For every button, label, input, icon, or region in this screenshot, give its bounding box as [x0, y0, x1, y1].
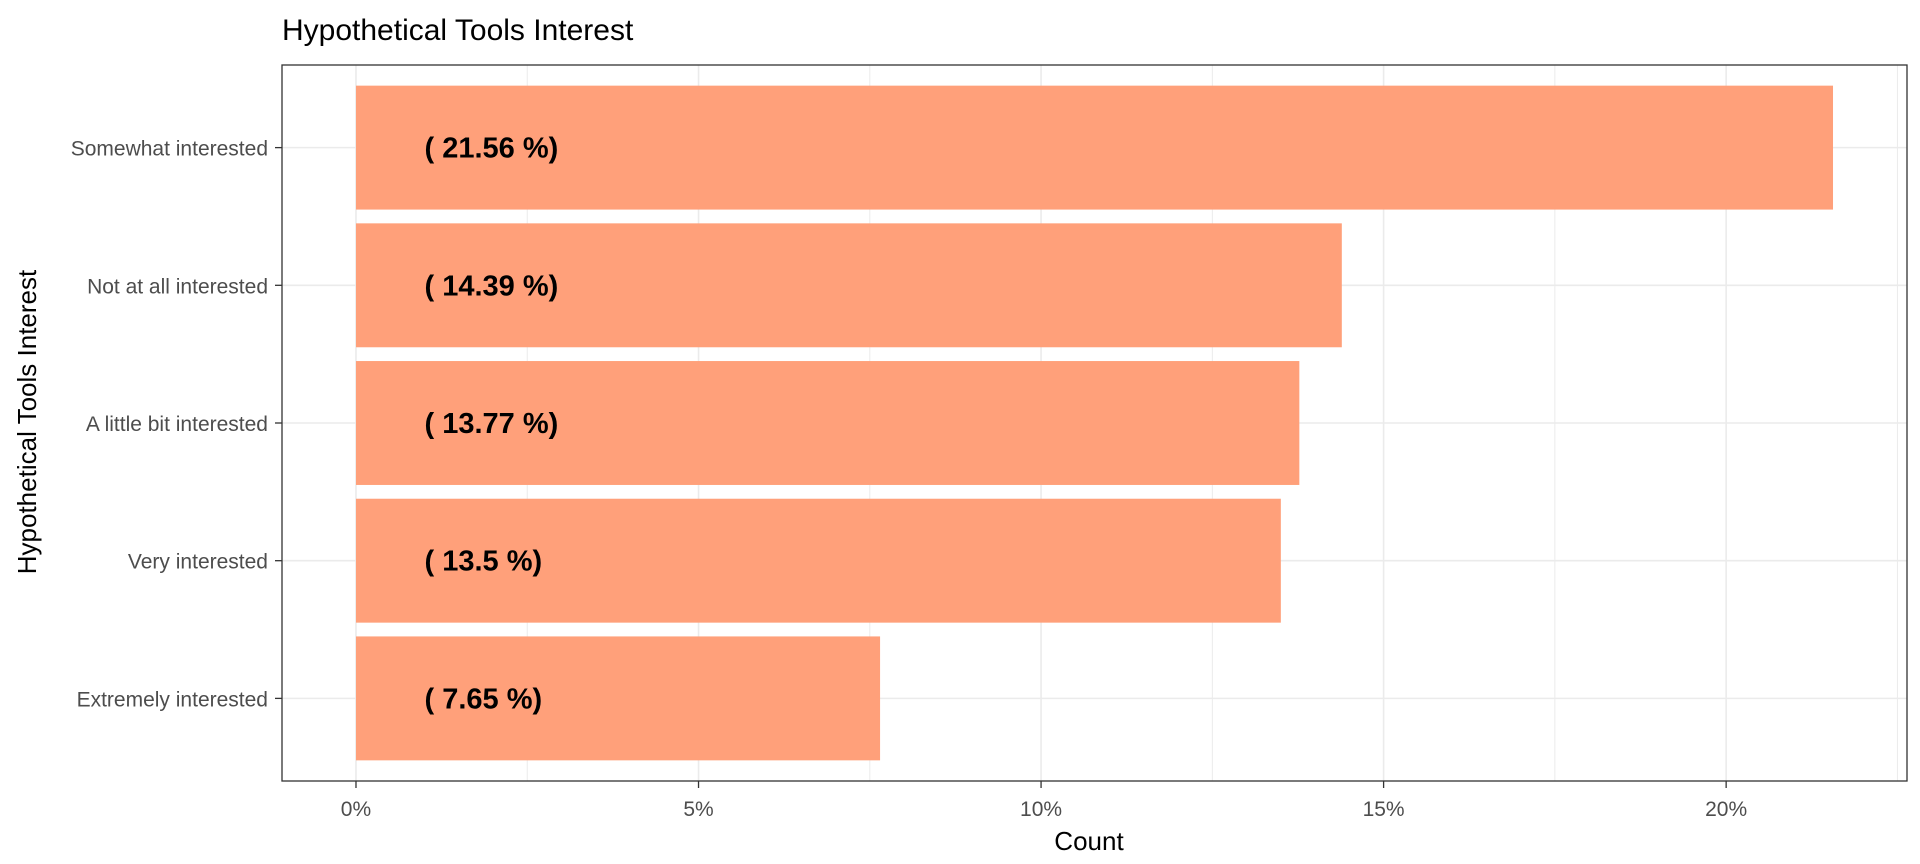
bar — [355, 498, 1281, 623]
y-axis-title: Hypothetical Tools Interest — [12, 269, 42, 574]
category-label: Not at all interested — [87, 275, 268, 298]
data-label: ( 14.39 %) — [424, 270, 558, 302]
data-label: ( 7.65 %) — [424, 683, 542, 715]
x-axis: 0% 5% 10% 15% 20% — [341, 781, 1747, 821]
bar — [355, 223, 1342, 348]
data-label: ( 13.77 %) — [424, 408, 558, 440]
category-label: Somewhat interested — [71, 138, 268, 161]
category-label: Very interested — [128, 551, 268, 574]
data-label: ( 13.5 %) — [424, 546, 542, 578]
x-tick-label: 20% — [1705, 798, 1747, 821]
x-tick-label: 5% — [683, 798, 713, 821]
bar — [355, 361, 1300, 485]
data-label: ( 21.56 %) — [424, 133, 558, 165]
x-axis-title: Count — [1054, 826, 1124, 856]
category-label: Extremely interested — [77, 688, 268, 711]
bar — [355, 636, 881, 761]
chart-title: Hypothetical Tools Interest — [282, 14, 634, 47]
x-tick-label: 10% — [1020, 798, 1062, 821]
data-labels: ( 21.56 %) ( 14.39 %) ( 13.77 %) ( 13.5 %) (… — [424, 133, 558, 716]
bar — [355, 85, 1834, 210]
bars — [355, 85, 1834, 761]
y-axis: Somewhat interested Not at all interested… — [71, 138, 282, 711]
category-label: A little bit interested — [86, 413, 268, 436]
x-tick-label: 15% — [1363, 798, 1405, 821]
x-tick-label: 0% — [341, 798, 371, 821]
